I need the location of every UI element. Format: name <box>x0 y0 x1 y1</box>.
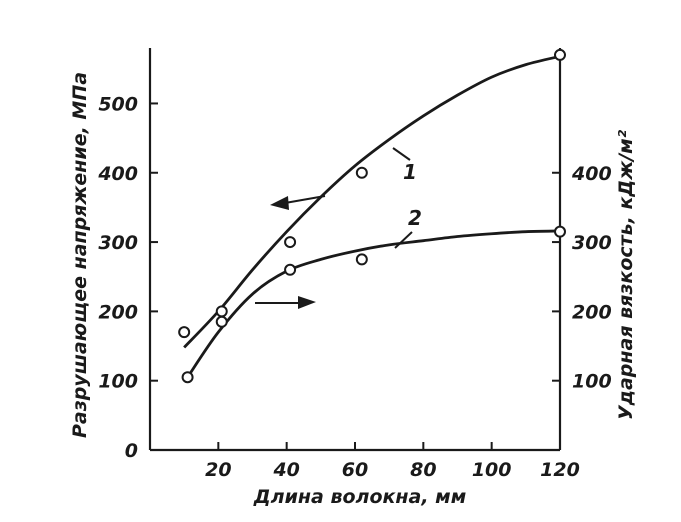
series-1-label: 1 <box>403 160 417 184</box>
left-y-tick-label: 400 <box>97 163 138 185</box>
series-1-point <box>284 236 297 249</box>
series-1-point <box>178 326 191 339</box>
series-1-point <box>554 48 566 61</box>
series-1-point <box>215 305 228 318</box>
left-y-tick-label: 100 <box>98 371 138 393</box>
right-axis-arrow <box>255 296 316 309</box>
series-2-point <box>355 253 368 266</box>
series-1-curve <box>183 54 561 349</box>
left-y-tick-label: 300 <box>98 232 138 254</box>
series-2-point <box>181 371 194 384</box>
right-y-tick-label: 400 <box>571 163 612 185</box>
series-2-label: 2 <box>408 206 422 230</box>
x-axis-title: Длина волокна, мм <box>253 486 467 508</box>
x-tick-label: 20 <box>205 459 231 481</box>
right-y-tick-label: 100 <box>572 371 612 393</box>
x-tick-label: 60 <box>342 459 368 481</box>
x-tick-label: 80 <box>410 459 436 481</box>
x-tick-label: 120 <box>540 459 580 481</box>
left-axis-arrow <box>270 195 326 210</box>
series-1-leader <box>392 147 411 161</box>
right-y-axis-title: Ударная вязкость, кДж/м² <box>615 129 637 420</box>
x-tick-label: 100 <box>472 459 512 481</box>
series-2-leader <box>394 231 413 249</box>
series-1-point <box>355 166 368 179</box>
right-y-tick-label: 200 <box>572 301 612 323</box>
x-tick-label: 40 <box>272 459 299 481</box>
point-group <box>178 48 566 384</box>
left-y-tick-label: 0 <box>125 440 138 462</box>
series-2-point <box>215 315 228 328</box>
right-y-tick-label: 300 <box>572 232 612 254</box>
left-y-axis-title: Разрушающее напряжение, МПа <box>69 72 91 438</box>
series-2-point <box>284 263 297 276</box>
series-2-point <box>554 225 566 238</box>
left-y-tick-label: 500 <box>98 93 138 115</box>
series-2-curve <box>186 229 561 379</box>
left-y-tick-label: 200 <box>98 301 138 323</box>
tick-group: 20 40 60 80 100 120 0 100 200 300 400 500 100 200 300 4… <box>97 93 611 481</box>
